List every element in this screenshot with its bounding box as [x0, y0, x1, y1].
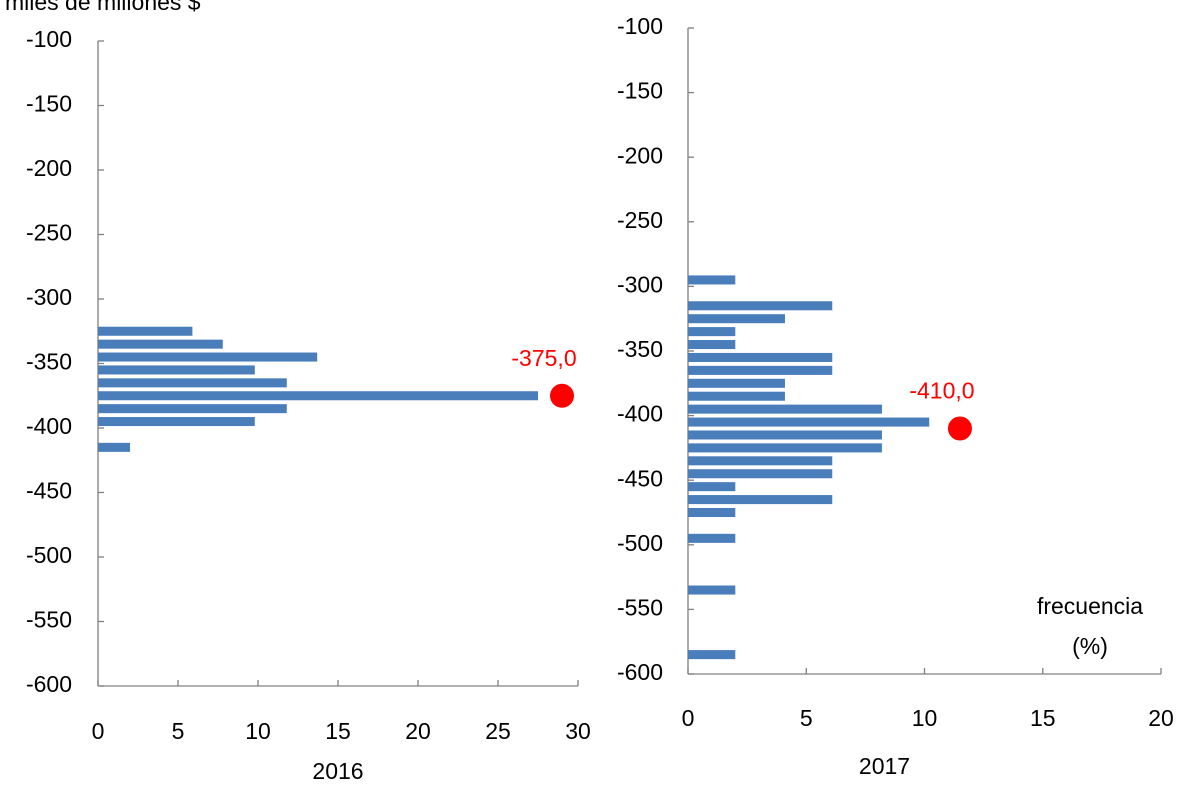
bar	[688, 650, 736, 660]
bar	[688, 507, 736, 518]
y-tick-label: -400	[26, 413, 72, 439]
bar	[98, 352, 318, 362]
period-label: 2016	[312, 758, 363, 784]
y-tick-label: -600	[617, 659, 663, 685]
x-tick-label: 0	[92, 718, 105, 744]
x-tick-label: 25	[485, 718, 511, 744]
x-tick-label: 30	[565, 718, 591, 744]
bar	[98, 378, 287, 388]
marker-label: -410,0	[909, 378, 974, 404]
bar	[688, 340, 736, 350]
bar	[688, 495, 833, 505]
x-tick-label: 10	[912, 705, 938, 731]
y-tick-label: -350	[26, 349, 72, 375]
bar	[688, 327, 736, 337]
bar	[688, 301, 833, 311]
y-tick-label: -200	[617, 142, 663, 168]
bar	[688, 469, 833, 479]
y-tick-label: -400	[617, 401, 663, 427]
bar	[688, 585, 736, 595]
x-axis-label: (%)	[1072, 633, 1108, 659]
y-tick-label: -100	[26, 26, 72, 52]
y-tick-label: -600	[26, 671, 72, 697]
bar	[688, 417, 930, 427]
y-tick-label: -550	[26, 607, 72, 633]
bar	[688, 482, 736, 492]
bar	[688, 404, 882, 414]
x-tick-label: 15	[325, 718, 351, 744]
y-tick-label: -250	[26, 220, 72, 246]
bar	[98, 417, 255, 427]
y-tick-label: -450	[26, 478, 72, 504]
x-tick-label: 5	[172, 718, 185, 744]
bar	[688, 275, 736, 285]
bar	[98, 391, 538, 401]
bar	[688, 391, 785, 401]
bar	[688, 430, 882, 440]
bar	[688, 456, 833, 466]
y-tick-label: -250	[617, 207, 663, 233]
x-tick-label: 15	[1030, 705, 1056, 731]
bar	[688, 314, 785, 324]
bar	[688, 378, 785, 388]
y-tick-label: -500	[617, 530, 663, 556]
y-tick-label: -300	[617, 271, 663, 297]
x-tick-label: 5	[800, 705, 813, 731]
x-tick-label: 0	[682, 705, 695, 731]
y-tick-label: -300	[26, 284, 72, 310]
bar	[688, 443, 882, 453]
y-tick-label: -150	[26, 91, 72, 117]
x-tick-label: 20	[1148, 705, 1174, 731]
y-tick-label: -550	[617, 594, 663, 620]
y-tick-label: -200	[26, 155, 72, 181]
y-axis-label: miles de millones $	[5, 0, 201, 15]
period-label: 2017	[859, 753, 910, 779]
bar	[98, 365, 255, 375]
x-tick-label: 10	[245, 718, 271, 744]
y-tick-label: -500	[26, 542, 72, 568]
marker-point	[947, 416, 972, 441]
marker-point	[550, 383, 574, 408]
x-tick-label: 20	[405, 718, 431, 744]
y-tick-label: -100	[617, 13, 663, 39]
y-tick-label: -450	[617, 465, 663, 491]
bar	[98, 404, 287, 414]
marker-label: -375,0	[511, 345, 576, 371]
y-tick-label: -150	[617, 78, 663, 104]
bar	[688, 533, 736, 543]
bar	[98, 339, 223, 349]
bar	[688, 365, 833, 375]
x-axis-label: frecuencia	[1037, 593, 1143, 619]
bar	[98, 442, 130, 452]
bar	[688, 352, 833, 362]
bar	[98, 326, 193, 336]
y-tick-label: -350	[617, 336, 663, 362]
